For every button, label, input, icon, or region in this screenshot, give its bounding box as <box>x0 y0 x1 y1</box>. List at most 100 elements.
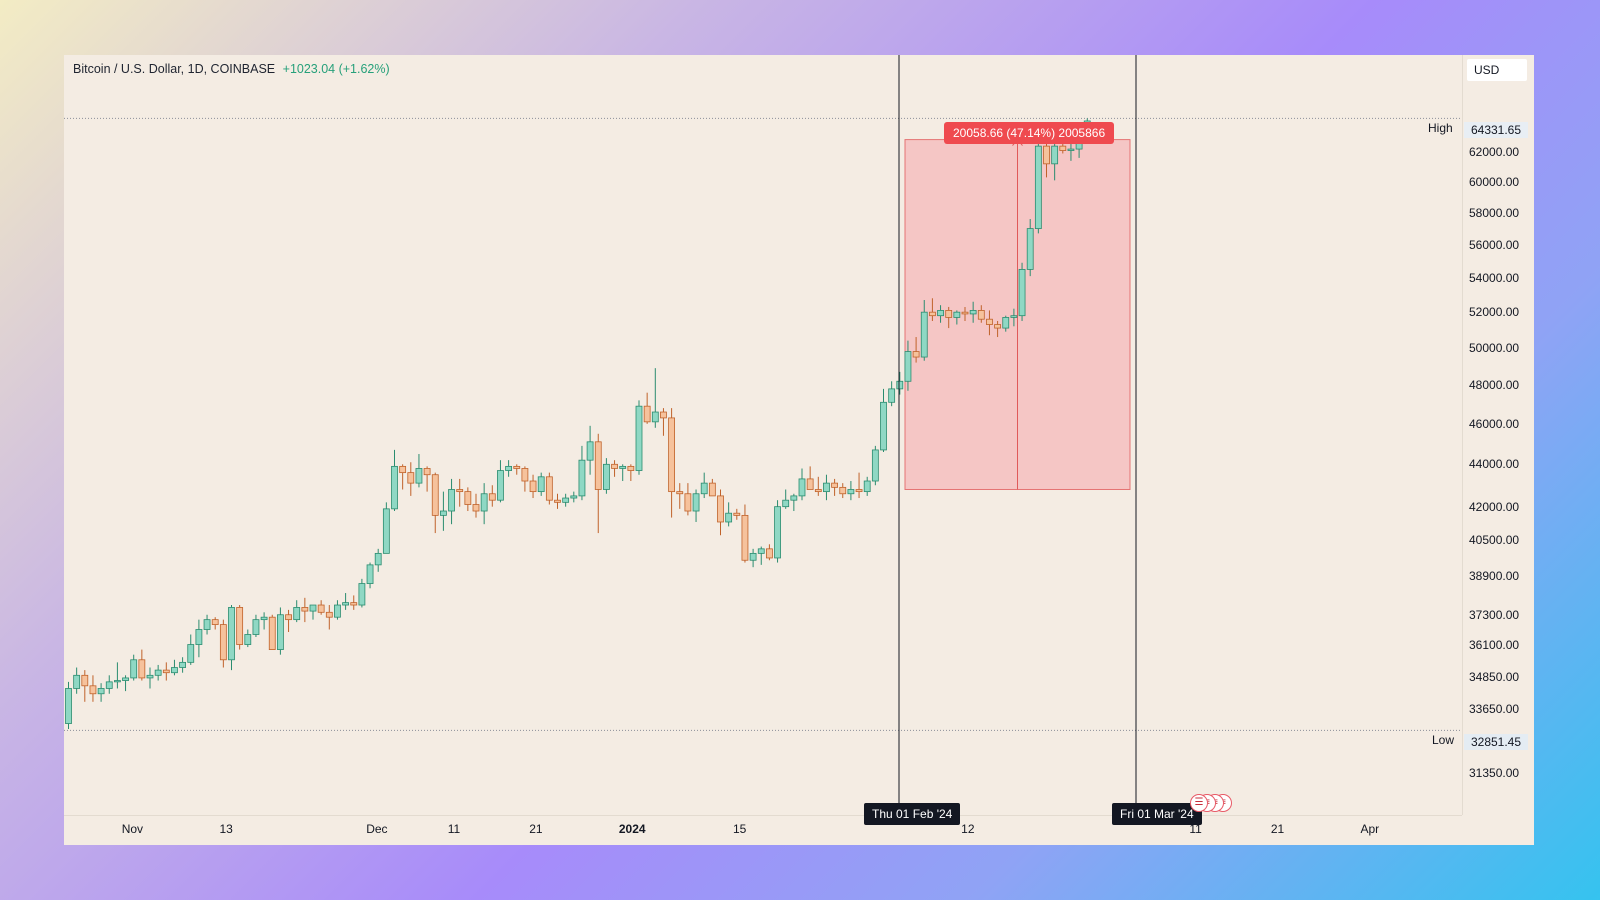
candle-body <box>97 688 105 695</box>
currency-button[interactable]: USD <box>1467 59 1527 81</box>
candle-body <box>73 674 81 689</box>
candle-body <box>855 489 863 493</box>
candle-body <box>162 669 170 674</box>
candle-body <box>611 463 618 469</box>
candle-body <box>1067 148 1075 151</box>
candle-body <box>203 619 211 630</box>
candle-body <box>708 482 716 497</box>
candle-body <box>603 463 610 490</box>
candle-body <box>920 311 928 358</box>
crosshair-date-left: Thu 01 Feb '24 <box>864 803 961 825</box>
time-tick-label: 11 <box>447 822 461 836</box>
time-tick-label: 2024 <box>618 822 646 836</box>
price-tick-label: 52000.00 <box>1469 305 1520 320</box>
candle-body <box>1059 145 1067 151</box>
candle-body <box>774 506 781 559</box>
candle-body <box>374 552 382 566</box>
candle-body <box>529 480 537 493</box>
candle-body <box>880 401 887 451</box>
candle-body <box>366 564 374 584</box>
candle-body <box>301 607 309 612</box>
time-tick-label: 13 <box>219 822 233 836</box>
price-tick-label: 50000.00 <box>1469 340 1520 355</box>
candle-body <box>586 441 594 461</box>
candle-body <box>937 310 944 317</box>
candle-body <box>309 604 317 612</box>
price-chart[interactable] <box>64 55 1534 845</box>
candle-body <box>138 659 146 679</box>
candle-body <box>839 486 847 495</box>
economic-events[interactable]: ≡ ≡ ≡ ☰ <box>1178 794 1234 814</box>
candle-body <box>994 324 1001 329</box>
chart-panel[interactable]: Bitcoin / U.S. Dollar, 1D, COINBASE +102… <box>64 55 1534 845</box>
candle-body <box>684 493 692 512</box>
candle-body <box>692 493 700 512</box>
candle-body <box>358 583 366 606</box>
candle-body <box>431 474 439 516</box>
candle-body <box>464 491 472 505</box>
candle-body <box>65 688 72 724</box>
candle-body <box>1034 145 1042 229</box>
candle-body <box>766 548 773 559</box>
candle-body <box>823 482 830 493</box>
price-tick-label: 46000.00 <box>1469 416 1520 431</box>
candle-body <box>757 548 765 554</box>
candle-body <box>912 351 920 358</box>
time-axis[interactable] <box>64 815 1462 845</box>
candle-body <box>130 659 138 679</box>
candle-body <box>668 417 675 493</box>
candle-body <box>342 602 350 606</box>
candle-body <box>505 465 513 471</box>
price-axis[interactable] <box>1462 55 1534 815</box>
candle-body <box>228 607 235 661</box>
candle-body <box>627 465 635 471</box>
candle-body <box>268 616 276 650</box>
candle-body <box>122 677 129 681</box>
candle-body <box>717 495 724 523</box>
candle-body <box>847 489 855 495</box>
measure-label[interactable]: 20058.66 (47.14%) 2005866 <box>944 122 1115 144</box>
time-tick-label: Apr <box>1360 822 1380 836</box>
price-tick-label: 44000.00 <box>1469 457 1520 472</box>
candle-body <box>814 489 822 493</box>
candle-body <box>643 405 651 423</box>
candle-body <box>537 476 545 493</box>
candle-body <box>521 468 529 482</box>
candle-body <box>904 351 912 382</box>
candle-body <box>790 495 798 501</box>
candle-body <box>382 508 390 554</box>
candle-body <box>945 310 953 318</box>
candle-body <box>407 472 415 484</box>
candle-body <box>195 629 203 645</box>
low-label: Low <box>1432 733 1455 747</box>
candle-body <box>896 380 904 390</box>
candle-body <box>929 311 936 317</box>
time-tick-label: 11 <box>1189 822 1202 836</box>
candle-body <box>1043 145 1050 165</box>
time-tick-label: 21 <box>1270 822 1285 836</box>
candle-body <box>1026 228 1034 270</box>
price-tick-label: 34850.00 <box>1469 669 1520 684</box>
candle-body <box>350 602 358 606</box>
candle-body <box>782 499 790 508</box>
candle-body <box>888 388 896 403</box>
candle-body <box>114 680 121 683</box>
candle-body <box>831 482 838 488</box>
candle-body <box>187 644 195 663</box>
candle-body <box>81 674 89 687</box>
candle-body <box>863 480 871 493</box>
candle-body <box>472 504 480 512</box>
us-flag-event-icon[interactable]: ☰ <box>1190 794 1208 812</box>
candle-body <box>733 512 741 516</box>
candle-body <box>676 491 684 495</box>
candle-body <box>635 405 643 471</box>
candle-body <box>219 624 227 661</box>
time-tick-label: 12 <box>961 822 975 836</box>
candle-body <box>986 318 993 325</box>
candle-body <box>105 681 113 689</box>
candle-body <box>562 497 570 503</box>
time-tick-label: 15 <box>732 822 747 836</box>
candle-body <box>1002 317 1010 329</box>
candle-body <box>798 478 806 497</box>
candle-body <box>977 310 985 320</box>
